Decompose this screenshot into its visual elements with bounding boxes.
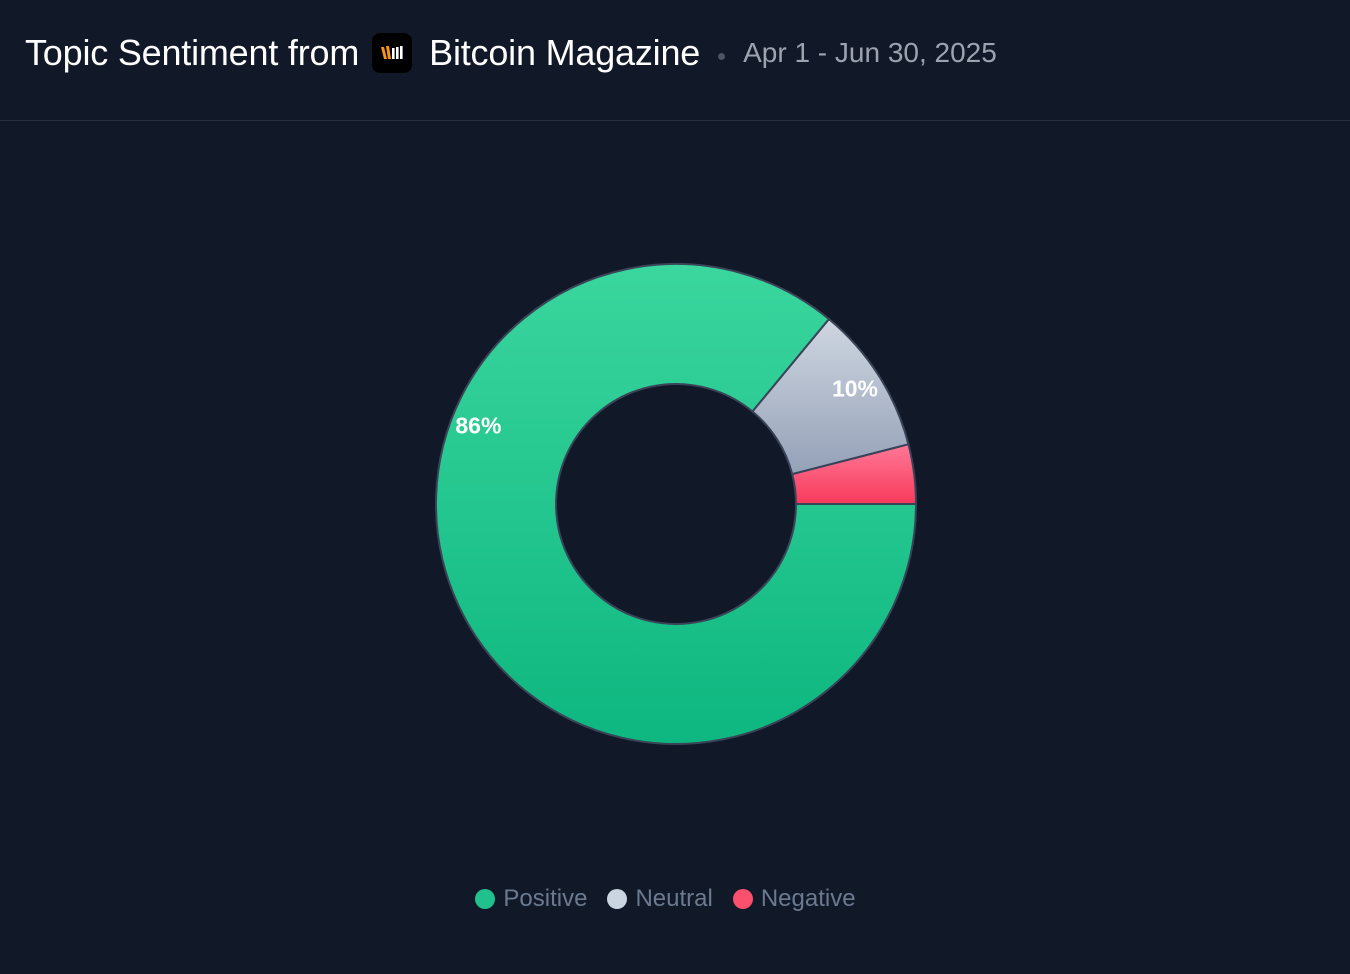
- date-range: Apr 1 - Jun 30, 2025: [743, 37, 997, 68]
- slice-label-neutral: 10%: [832, 375, 878, 401]
- chart-title: Topic Sentiment from: [25, 32, 360, 73]
- donut-chart: 86% 10%: [435, 263, 918, 745]
- legend-label-neutral: Neutral: [635, 885, 713, 912]
- legend-label-negative: Negative: [760, 885, 856, 912]
- chart-header: Topic Sentiment from Bitcoin Magazine Ap…: [0, 0, 1350, 121]
- legend-label-positive: Positive: [503, 885, 588, 912]
- bitcoin-magazine-logo-icon: [372, 33, 413, 73]
- legend-swatch-positive: [475, 889, 496, 909]
- chart-legend: Positive Neutral Negative: [0, 885, 1331, 913]
- legend-swatch-negative: [732, 889, 753, 909]
- legend-item-negative[interactable]: Negative: [732, 885, 856, 913]
- slice-label-positive: 86%: [455, 412, 501, 438]
- slice-positive[interactable]: [435, 263, 918, 745]
- title-row: Topic Sentiment from Bitcoin Magazine Ap…: [25, 30, 997, 76]
- legend-item-neutral[interactable]: Neutral: [607, 885, 713, 913]
- legend-swatch-neutral: [607, 889, 628, 909]
- legend-item-positive[interactable]: Positive: [475, 885, 587, 913]
- separator-dot: [718, 52, 726, 60]
- source-name[interactable]: Bitcoin Magazine: [429, 32, 701, 73]
- slice-negative[interactable]: [791, 443, 918, 505]
